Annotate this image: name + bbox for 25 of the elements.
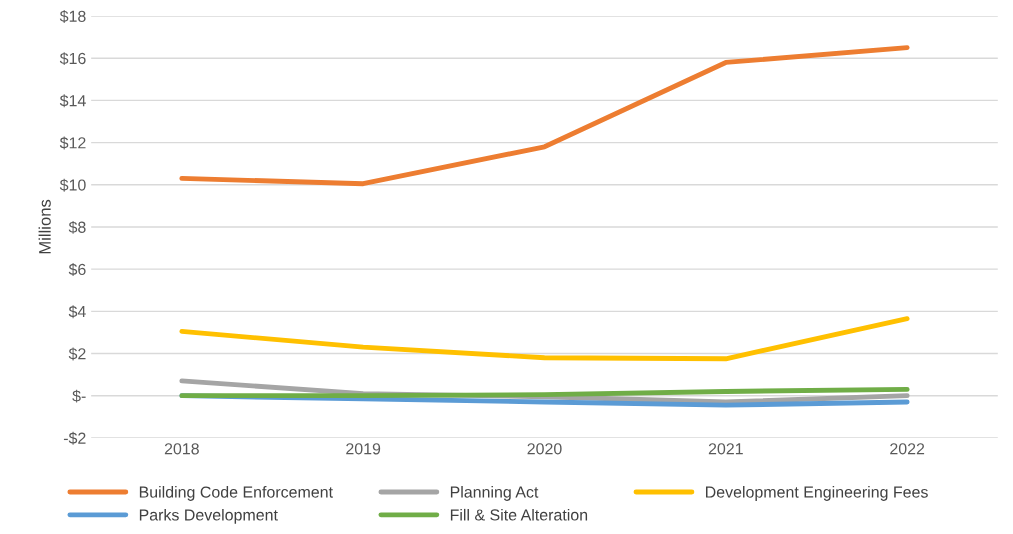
x-tick-label: 2019 <box>346 443 381 455</box>
y-tick-label: $4 <box>68 305 86 319</box>
x-tick-label: 2022 <box>890 443 925 455</box>
y-axis-title: Millions <box>38 199 51 254</box>
line-series <box>179 316 910 362</box>
y-tick-label: $6 <box>68 263 86 277</box>
legend-label: Development Engineering Fees <box>706 486 928 501</box>
legend-label: Fill & Site Alteration <box>450 508 588 521</box>
y-tick-label: $10 <box>59 178 86 192</box>
y-tick-label: $- <box>72 389 86 403</box>
line-series <box>179 45 910 187</box>
y-tick-label: -$2 <box>63 431 86 445</box>
y-tick-label: $18 <box>59 9 86 23</box>
y-tick-label: $8 <box>68 220 86 234</box>
y-tick-label: $14 <box>59 94 86 108</box>
y-tick-label: $12 <box>59 136 86 150</box>
y-tick-label: $16 <box>59 52 86 66</box>
legend-label: Parks Development <box>139 508 278 524</box>
legend-label: Planning Act <box>450 486 539 501</box>
y-tick-label: $2 <box>68 347 86 361</box>
line-series <box>179 386 910 399</box>
x-tick-label: 2020 <box>527 443 562 455</box>
legend-label: Building Code Enforcement <box>139 486 333 501</box>
x-tick-label: 2018 <box>164 443 199 455</box>
x-tick-label: 2021 <box>708 443 743 455</box>
